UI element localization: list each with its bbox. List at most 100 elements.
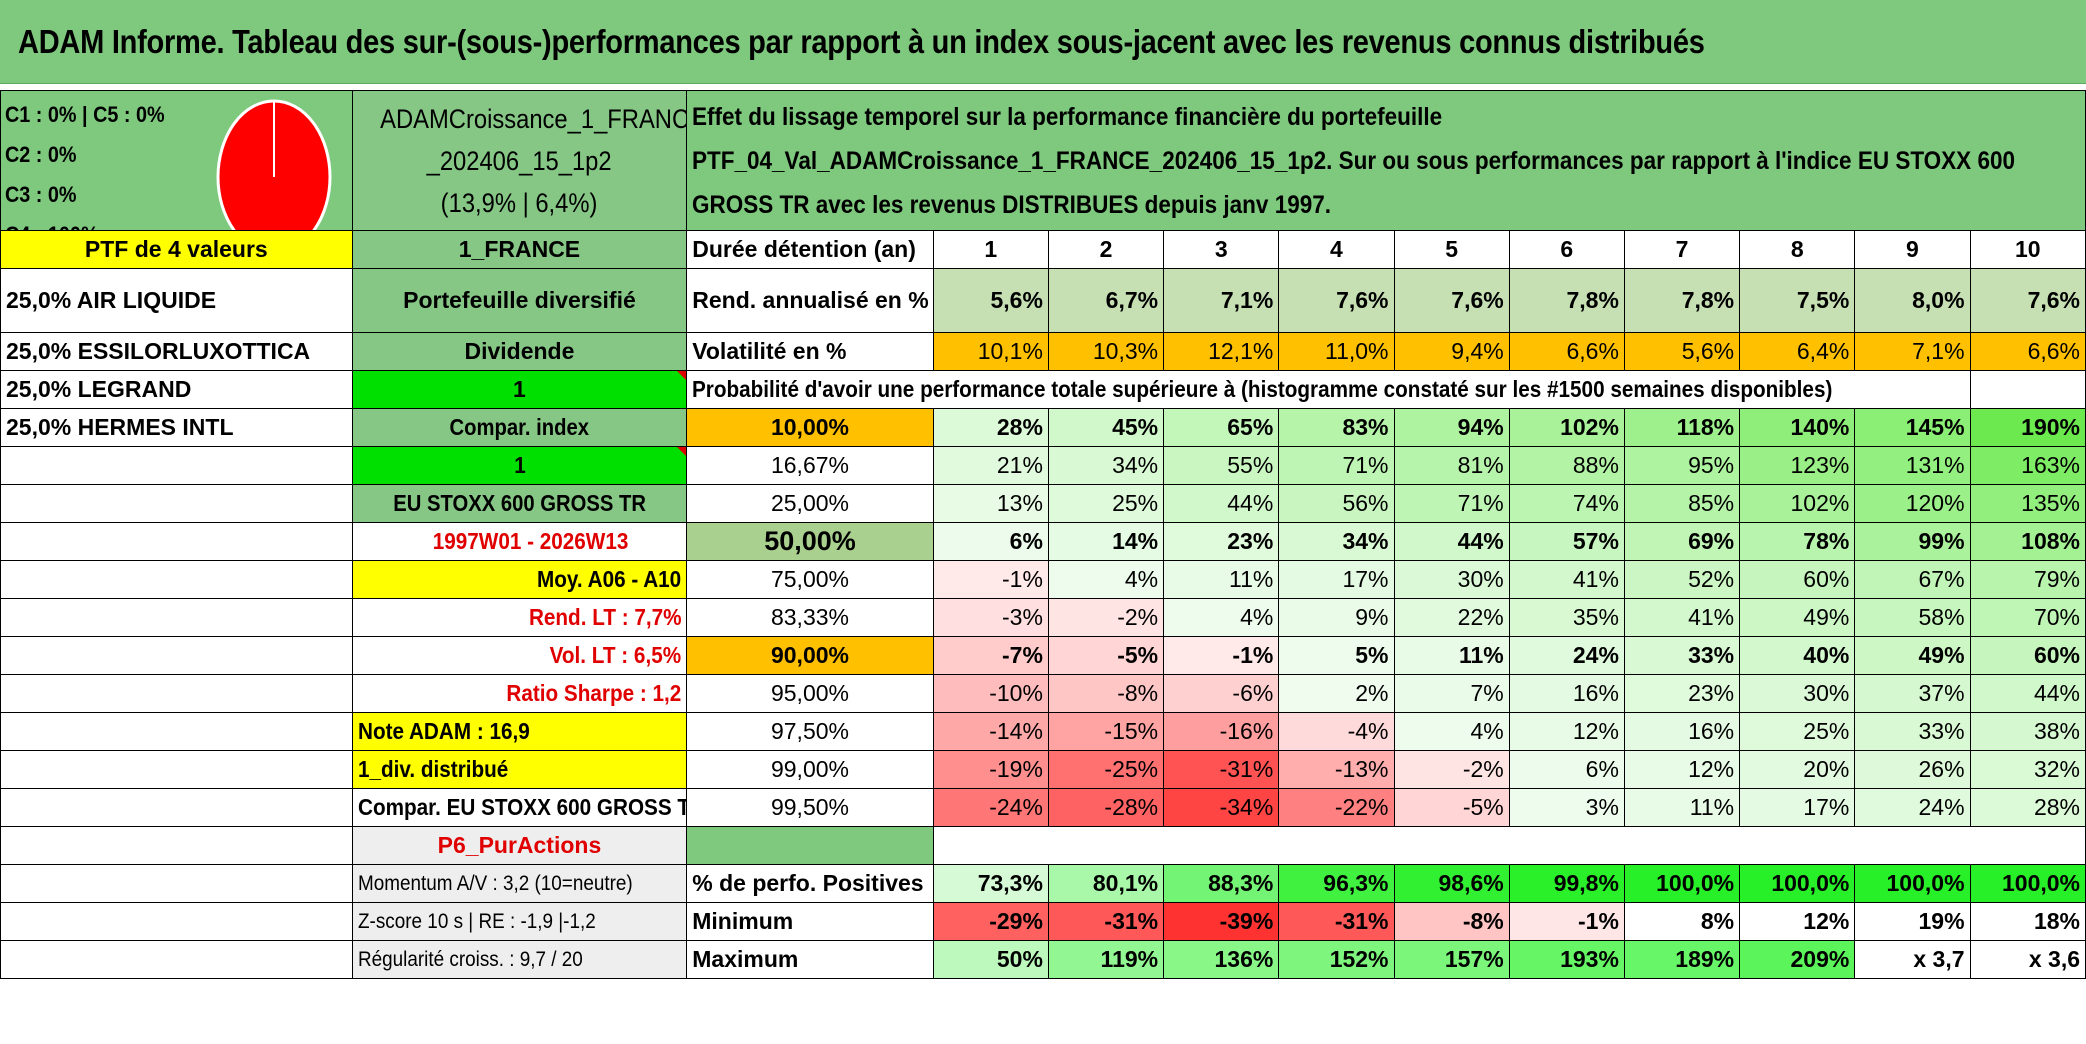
probability-value-text: -19% <box>989 756 1043 782</box>
probability-value: 69% <box>1623 522 1741 561</box>
probability-value-text: 30% <box>1457 566 1504 592</box>
probability-value-text: 4% <box>1470 718 1504 744</box>
year-header: 5 <box>1393 230 1510 269</box>
positive-label-text: % de perfo. Positives <box>692 870 924 896</box>
dividend-value[interactable]: 1 <box>351 370 688 409</box>
probability-value: -14% <box>932 712 1049 751</box>
probability-value-text: 13% <box>996 490 1043 516</box>
probability-value-text: -2% <box>1462 756 1504 782</box>
probability-value: 83% <box>1278 408 1395 447</box>
probability-value: 7% <box>1393 674 1510 713</box>
probability-value-text: 23% <box>1688 680 1735 706</box>
holding-1: 25,0% AIR LIQUIDE <box>0 268 353 333</box>
return-value: 7,5% <box>1739 268 1856 333</box>
holding-4: 25,0% HERMES INTL <box>0 408 353 447</box>
portfolio-type-text: Portefeuille diversifié <box>403 287 636 313</box>
probability-threshold: 99,00% <box>686 750 934 789</box>
probability-value-text: -31% <box>1219 756 1274 782</box>
probability-value-text: 67% <box>1918 566 1965 592</box>
probability-value-text: 70% <box>2033 604 2080 630</box>
volatility-value: 6,4% <box>1739 332 1856 371</box>
probability-value-text: 35% <box>1572 604 1619 630</box>
probability-value-text: 33% <box>1918 718 1965 744</box>
maximum-label-text: Maximum <box>692 946 799 972</box>
probability-value: 71% <box>1278 446 1395 485</box>
probability-value: 16% <box>1508 674 1625 713</box>
volatility-value-text: 11,0% <box>1325 338 1389 364</box>
minimum-value: -31% <box>1047 902 1165 941</box>
compar-index-value[interactable]: 1 <box>351 446 688 485</box>
probability-value: 11% <box>1163 560 1280 599</box>
description-line: PTF_04_Val_ADAMCroissance_1_FRANCE_20240… <box>692 139 2080 183</box>
probability-value-text: 102% <box>1560 414 1619 440</box>
blank-strategy <box>932 826 2086 865</box>
return-value: 7,6% <box>1278 268 1395 333</box>
report-title-bar: ADAM Informe. Tableau des sur-(sous-)per… <box>0 0 2086 84</box>
allocation-line-text: C3 : 0% <box>5 182 77 207</box>
sharpe-text: Ratio Sharpe : 1,2 <box>506 680 682 706</box>
probability-value: -31% <box>1163 750 1280 789</box>
description-line: GROSS TR avec les revenus DISTRIBUES dep… <box>692 183 2080 227</box>
holding-1-text: 25,0% AIR LIQUIDE <box>6 287 217 313</box>
probability-value: 9% <box>1278 598 1395 637</box>
probability-threshold: 99,50% <box>686 788 934 827</box>
year-header-text: 2 <box>1099 236 1113 262</box>
probability-value-text: 41% <box>1688 604 1735 630</box>
probability-value-text: 5% <box>1355 642 1389 668</box>
probability-value-text: 60% <box>1803 566 1850 592</box>
probability-value: 33% <box>1623 636 1741 675</box>
dividend-label: Dividende <box>351 332 688 371</box>
year-header-text: 8 <box>1790 236 1804 262</box>
probability-row: 1_div. distribué 99,00% -19% -25% -31% -13% -2… <box>0 750 2086 789</box>
probability-value-text: 20% <box>1803 756 1850 782</box>
probability-value: 102% <box>1508 408 1625 447</box>
probability-value-text: 163% <box>2021 452 2080 478</box>
year-header-text: 4 <box>1330 236 1343 262</box>
duration-label-text: Durée détention (an) <box>692 236 916 262</box>
probability-value: 108% <box>1969 522 2086 561</box>
probability-value-text: -24% <box>989 794 1043 820</box>
probability-value: 17% <box>1278 560 1395 599</box>
blank-left <box>0 902 353 941</box>
probability-row: Vol. LT : 6,5% 90,00% -7% -5% -1% 5% 11% 24% 33%… <box>0 636 2086 675</box>
probability-value: 41% <box>1623 598 1741 637</box>
blank-left <box>0 826 353 865</box>
probability-threshold-text: 16,67% <box>770 452 849 478</box>
probability-value-text: 9% <box>1355 604 1389 630</box>
return-label: Rend. annualisé en % <box>686 268 934 333</box>
probability-value: 57% <box>1508 522 1625 561</box>
probability-value: 37% <box>1854 674 1971 713</box>
probability-value-text: 33% <box>1688 642 1735 668</box>
probability-value-text: 38% <box>2033 718 2080 744</box>
probability-value-text: 99% <box>1918 528 1965 554</box>
probability-value-text: 22% <box>1457 604 1504 630</box>
probability-value-text: 95% <box>1688 452 1735 478</box>
year-header-text: 6 <box>1560 236 1574 262</box>
probability-label-row: 25,0% LEGRAND 1 Probabilité d'avoir une pe… <box>0 370 2086 409</box>
allocation-line: C2 : 0% <box>5 135 182 175</box>
portfolio-name-line: _202406_15_1p2 <box>358 140 682 182</box>
moy-label: Moy. A06 - A10 <box>351 560 688 599</box>
allocation-line-text: C1 : 0% | C5 : 0% <box>5 102 165 127</box>
probability-value: 25% <box>1739 712 1856 751</box>
probability-value: -4% <box>1278 712 1395 751</box>
probability-value: -25% <box>1047 750 1165 789</box>
probability-row: 1 16,67% 21% 34% 55% 71% 81% 88% 95% 123% 131% 163% <box>0 446 2086 485</box>
minimum-value: -39% <box>1163 902 1280 941</box>
probability-value: 44% <box>1969 674 2086 713</box>
probability-value-text: 102% <box>1790 490 1850 516</box>
probability-value: 17% <box>1739 788 1856 827</box>
probability-threshold-text: 97,50% <box>770 718 849 744</box>
probability-value-text: 145% <box>1905 414 1965 440</box>
probability-value-text: 60% <box>2033 642 2080 668</box>
probability-row: Ratio Sharpe : 1,2 95,00% -10% -8% -6% 2% 7% 16… <box>0 674 2086 713</box>
note-adam-text: Note ADAM : 16,9 <box>357 718 530 744</box>
blank-left <box>0 560 353 599</box>
maximum-value-text: 152% <box>1329 946 1389 972</box>
probability-row: Note ADAM : 16,9 97,50% -14% -15% -16% -4% 4% 1… <box>0 712 2086 751</box>
minimum-value: -8% <box>1393 902 1510 941</box>
probability-value: -1% <box>1163 636 1280 675</box>
probability-value-text: -1% <box>1232 642 1274 668</box>
positive-value-text: 80,1% <box>1092 870 1159 896</box>
probability-value-text: 16% <box>1688 718 1735 744</box>
